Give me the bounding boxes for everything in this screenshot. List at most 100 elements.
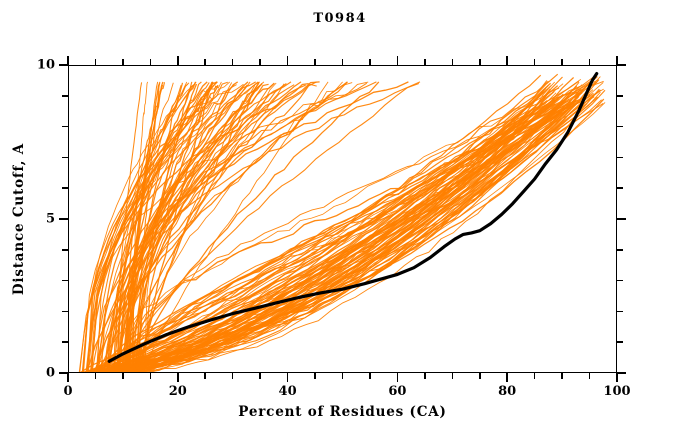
y-tick — [617, 125, 623, 128]
prediction-curve — [116, 82, 210, 373]
prediction-curve — [87, 83, 235, 373]
x-tick — [341, 59, 344, 65]
prediction-curve — [96, 81, 292, 373]
prediction-curve — [114, 83, 285, 373]
y-tick — [59, 64, 68, 66]
prediction-curve — [142, 81, 329, 373]
y-tick — [617, 279, 623, 282]
prediction-curve — [97, 81, 213, 373]
x-tick — [149, 59, 152, 65]
prediction-curve — [116, 102, 575, 373]
y-tick — [617, 249, 623, 251]
prediction-curves-right-lobe — [79, 73, 606, 373]
prediction-curve — [85, 81, 369, 373]
prediction-curve — [95, 84, 295, 373]
x-tick — [204, 373, 207, 379]
y-tick — [62, 249, 68, 251]
x-tick — [231, 373, 234, 379]
x-tick — [533, 373, 536, 379]
prediction-curve — [117, 82, 368, 373]
x-tick — [616, 56, 618, 65]
y-tick — [617, 218, 626, 220]
x-tick — [588, 373, 591, 379]
page-title: T0984 — [313, 11, 367, 26]
x-tick-label: 100 — [603, 384, 631, 399]
prediction-curve — [86, 84, 306, 373]
x-tick — [506, 56, 508, 65]
y-tick — [62, 156, 68, 159]
x-tick — [314, 373, 316, 379]
x-tick — [122, 373, 124, 379]
x-tick — [561, 373, 563, 379]
y-tick — [62, 125, 68, 128]
x-tick — [369, 373, 371, 379]
prediction-curve — [114, 83, 275, 373]
plot-area: 0 5 10 0 20 40 60 80 100 — [37, 56, 631, 399]
prediction-curve — [139, 85, 256, 373]
prediction-curve — [83, 98, 559, 373]
prediction-curve — [132, 81, 580, 373]
x-tick-label: 40 — [278, 384, 297, 399]
x-tick — [588, 59, 591, 65]
prediction-curve — [89, 83, 244, 373]
x-axis-title: Percent of Residues (CA) — [238, 404, 447, 420]
prediction-curve — [105, 81, 409, 373]
x-tick — [177, 56, 179, 65]
x-tick — [424, 373, 426, 379]
prediction-curve — [85, 80, 549, 373]
x-tick — [424, 59, 426, 65]
prediction-curve — [87, 83, 196, 373]
prediction-curve — [98, 101, 583, 373]
y-tick — [62, 95, 68, 97]
prediction-curve — [120, 83, 269, 373]
x-tick — [369, 59, 371, 65]
prediction-curve — [127, 82, 184, 373]
x-tick — [451, 59, 454, 65]
prediction-curve — [95, 82, 233, 372]
x-tick — [259, 59, 261, 65]
prediction-curve — [131, 101, 579, 373]
x-tick — [204, 59, 207, 65]
prediction-curve — [91, 81, 421, 373]
x-tick — [314, 59, 316, 65]
prediction-curve — [108, 81, 348, 373]
y-tick — [617, 341, 623, 343]
y-tick — [62, 341, 68, 343]
prediction-curve — [103, 73, 559, 373]
x-tick — [94, 59, 97, 65]
y-tick — [62, 187, 68, 189]
x-tick-label: 60 — [388, 384, 407, 399]
prediction-curve — [83, 84, 237, 373]
y-axis-title: Distance Cutoff, A — [9, 65, 29, 373]
y-axis-title-label: Distance Cutoff, A — [11, 142, 28, 296]
x-tick-label: 20 — [168, 384, 187, 399]
x-tick — [616, 373, 618, 382]
y-tick — [617, 187, 623, 189]
x-tick — [561, 59, 563, 65]
x-tick — [286, 56, 289, 65]
x-tick — [149, 373, 152, 379]
x-tick — [122, 59, 124, 65]
x-tick — [533, 59, 536, 65]
prediction-curve — [96, 82, 353, 373]
x-tick — [396, 56, 399, 65]
x-tick — [396, 373, 399, 382]
prediction-curve — [79, 83, 196, 373]
y-tick — [59, 218, 68, 220]
x-tick — [451, 373, 454, 379]
x-tick — [177, 373, 179, 382]
y-tick — [62, 279, 68, 282]
prediction-curve — [86, 81, 231, 373]
x-tick — [94, 373, 97, 379]
prediction-curve — [104, 83, 564, 373]
y-tick — [617, 156, 623, 159]
prediction-curve — [84, 88, 582, 373]
y-tick — [617, 95, 623, 97]
prediction-curve — [127, 90, 555, 373]
prediction-curve — [134, 83, 317, 373]
prediction-curve — [128, 81, 202, 373]
y-tick — [617, 64, 626, 66]
prediction-curve — [82, 88, 549, 373]
y-tick-label: 10 — [36, 57, 55, 73]
